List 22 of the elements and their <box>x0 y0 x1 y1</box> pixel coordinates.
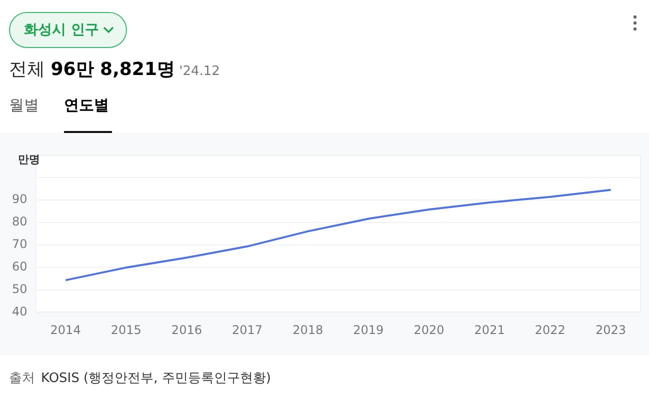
x-tick-label: 2022 <box>534 322 566 337</box>
x-tick-label: 2015 <box>110 322 142 337</box>
source-note: 출처 KOSIS (행정안전부, 주민등록인구현황) <box>9 371 271 386</box>
y-axis-title: 만명 <box>18 152 40 166</box>
y-tick-label: 80 <box>12 214 28 229</box>
x-tick-label: 2014 <box>50 322 81 337</box>
y-tick-label: 90 <box>12 192 28 206</box>
text: 연도별 <box>64 96 109 115</box>
x-tick-label: 2021 <box>474 322 505 337</box>
y-tick-label: 50 <box>12 282 28 296</box>
x-tick-label: 2020 <box>414 322 444 337</box>
x-tick-label: 2019 <box>353 322 384 337</box>
x-tick-label: 2023 <box>595 322 626 337</box>
x-tick-label: 2016 <box>171 322 202 337</box>
chart-subtitle: 전체 96만 8,821명 '24.12 <box>9 59 220 80</box>
chart-title: 화성시 인구 <box>24 21 99 39</box>
x-tick-label: 2017 <box>232 322 263 337</box>
y-tick-label: 60 <box>12 260 28 274</box>
x-tick-label: 2018 <box>292 322 324 337</box>
text: 월별 <box>9 96 39 115</box>
y-tick-label: 40 <box>12 304 28 319</box>
y-tick-label: 70 <box>12 237 28 252</box>
